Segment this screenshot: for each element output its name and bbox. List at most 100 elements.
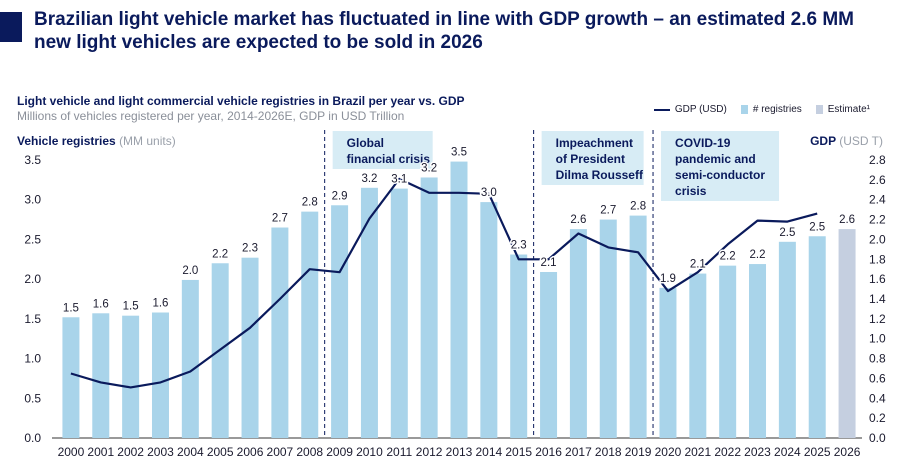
bar-data-label: 2.1 <box>541 257 557 269</box>
y-tick-left-label: 0.5 <box>24 391 41 405</box>
y-tick-left-label: 3.0 <box>24 193 41 207</box>
annotation-text: Dilma Rousseff <box>556 168 644 182</box>
bar-data-label: 3.2 <box>361 173 377 185</box>
x-tick-label: 2009 <box>326 445 353 459</box>
annotation-text: semi-conductor <box>675 168 765 182</box>
bar-estimate <box>838 229 856 438</box>
y-tick-right-label: 2.6 <box>869 173 886 187</box>
bar-registries <box>689 273 707 438</box>
x-tick-label: 2020 <box>655 445 682 459</box>
x-tick-label: 2013 <box>446 445 473 459</box>
bar-data-label: 2.8 <box>630 201 646 213</box>
y-tick-left-label: 2.5 <box>24 232 41 246</box>
bar-registries <box>808 236 826 438</box>
bar-data-label: 1.5 <box>123 301 139 313</box>
bar-data-label: 2.1 <box>690 259 706 271</box>
x-tick-label: 2026 <box>834 445 861 459</box>
bar-registries <box>420 177 438 438</box>
bar-registries <box>92 313 110 438</box>
x-tick-label: 2007 <box>267 445 294 459</box>
bar-data-label: 1.6 <box>152 298 168 310</box>
bar-registries <box>719 265 737 438</box>
y-tick-right-label: 1.0 <box>869 332 886 346</box>
x-tick-label: 2024 <box>774 445 801 459</box>
legend-item-registries: # registries <box>740 104 802 115</box>
bar-registries <box>331 205 349 438</box>
y-tick-right-label: 0.8 <box>869 352 886 366</box>
bar-registries <box>569 229 587 438</box>
bar-data-label: 2.2 <box>720 251 736 263</box>
x-tick-label: 2012 <box>416 445 443 459</box>
bar-registries <box>480 202 498 438</box>
bar-data-label: 1.5 <box>63 302 79 314</box>
bar-data-label: 2.3 <box>511 240 527 252</box>
annotation-text: COVID-19 <box>675 136 731 150</box>
annotation-box <box>332 131 433 169</box>
y-tick-right-label: 2.0 <box>869 232 886 246</box>
bar-registries <box>151 312 169 438</box>
x-tick-label: 2002 <box>117 445 144 459</box>
gdp-line <box>70 177 818 389</box>
annotation-text: crisis <box>675 184 707 198</box>
bar-registries <box>749 264 767 438</box>
bar-data-label: 1.9 <box>660 273 676 285</box>
x-tick-label: 2025 <box>804 445 831 459</box>
bar-data-label: 2.6 <box>570 214 586 226</box>
y-tick-left-label: 1.5 <box>24 312 41 326</box>
annotation-box <box>661 131 780 201</box>
bar-data-label: 2.3 <box>242 243 258 255</box>
annotation-text: Impeachment <box>556 136 633 150</box>
x-tick-label: 2015 <box>505 445 532 459</box>
y-tick-left-label: 3.5 <box>24 153 41 167</box>
bar-data-label: 2.7 <box>600 205 616 217</box>
y-tick-right-label: 0.2 <box>869 411 886 425</box>
bar-data-label: 2.7 <box>272 213 288 225</box>
legend-bar-swatch <box>740 105 748 114</box>
annotation-text: of President <box>556 152 625 166</box>
bar-registries <box>450 161 468 439</box>
y-tick-right-label: 0.6 <box>869 371 886 385</box>
x-tick-label: 2019 <box>625 445 652 459</box>
bar-registries <box>629 215 647 438</box>
y-tick-right-label: 1.6 <box>869 272 886 286</box>
y-tick-right-label: 1.2 <box>869 312 886 326</box>
y-axis-left-title: Vehicle registries (MM units) <box>17 134 176 148</box>
legend-label-registries: # registries <box>752 104 802 115</box>
bar-data-label: 2.8 <box>302 197 318 209</box>
x-tick-label: 2003 <box>147 445 174 459</box>
bar-data-label: 2.2 <box>212 248 228 260</box>
x-tick-label: 2021 <box>684 445 711 459</box>
annotation-text: Global <box>347 136 384 150</box>
bar-data-label: 2.6 <box>839 214 855 226</box>
bar-registries <box>360 187 378 438</box>
x-tick-label: 2011 <box>386 445 412 459</box>
y-tick-right-label: 1.4 <box>869 292 886 306</box>
bar-data-label: 2.5 <box>809 221 825 233</box>
y-tick-left-label: 0.0 <box>24 431 41 445</box>
legend-line-swatch <box>653 108 670 111</box>
x-tick-label: 2010 <box>356 445 383 459</box>
x-tick-label: 2008 <box>296 445 323 459</box>
x-tick-label: 2006 <box>237 445 264 459</box>
bar-data-label: 2.2 <box>750 249 766 261</box>
bar-registries <box>241 257 259 438</box>
bar-registries <box>390 188 408 438</box>
chart-legend: GDP (USD) # registries Estimate¹ <box>646 104 870 115</box>
y-tick-right-label: 0.4 <box>869 391 886 405</box>
bar-data-label: 2.0 <box>182 265 198 277</box>
bar-registries <box>122 315 140 438</box>
y-tick-right-label: 0.0 <box>869 431 886 445</box>
x-tick-label: 2017 <box>565 445 592 459</box>
bar-data-label: 3.1 <box>391 174 407 186</box>
legend-label-gdp: GDP (USD) <box>674 104 727 115</box>
bar-data-label: 2.5 <box>779 227 795 239</box>
x-tick-label: 2023 <box>744 445 771 459</box>
bar-data-label: 3.2 <box>421 162 437 174</box>
x-tick-label: 2014 <box>476 445 503 459</box>
chart-title: Light vehicle and light commercial vehic… <box>17 94 465 108</box>
bar-registries <box>540 271 558 438</box>
annotation-text: financial crisis <box>347 152 431 166</box>
x-tick-label: 2004 <box>177 445 204 459</box>
bar-registries <box>271 227 289 438</box>
